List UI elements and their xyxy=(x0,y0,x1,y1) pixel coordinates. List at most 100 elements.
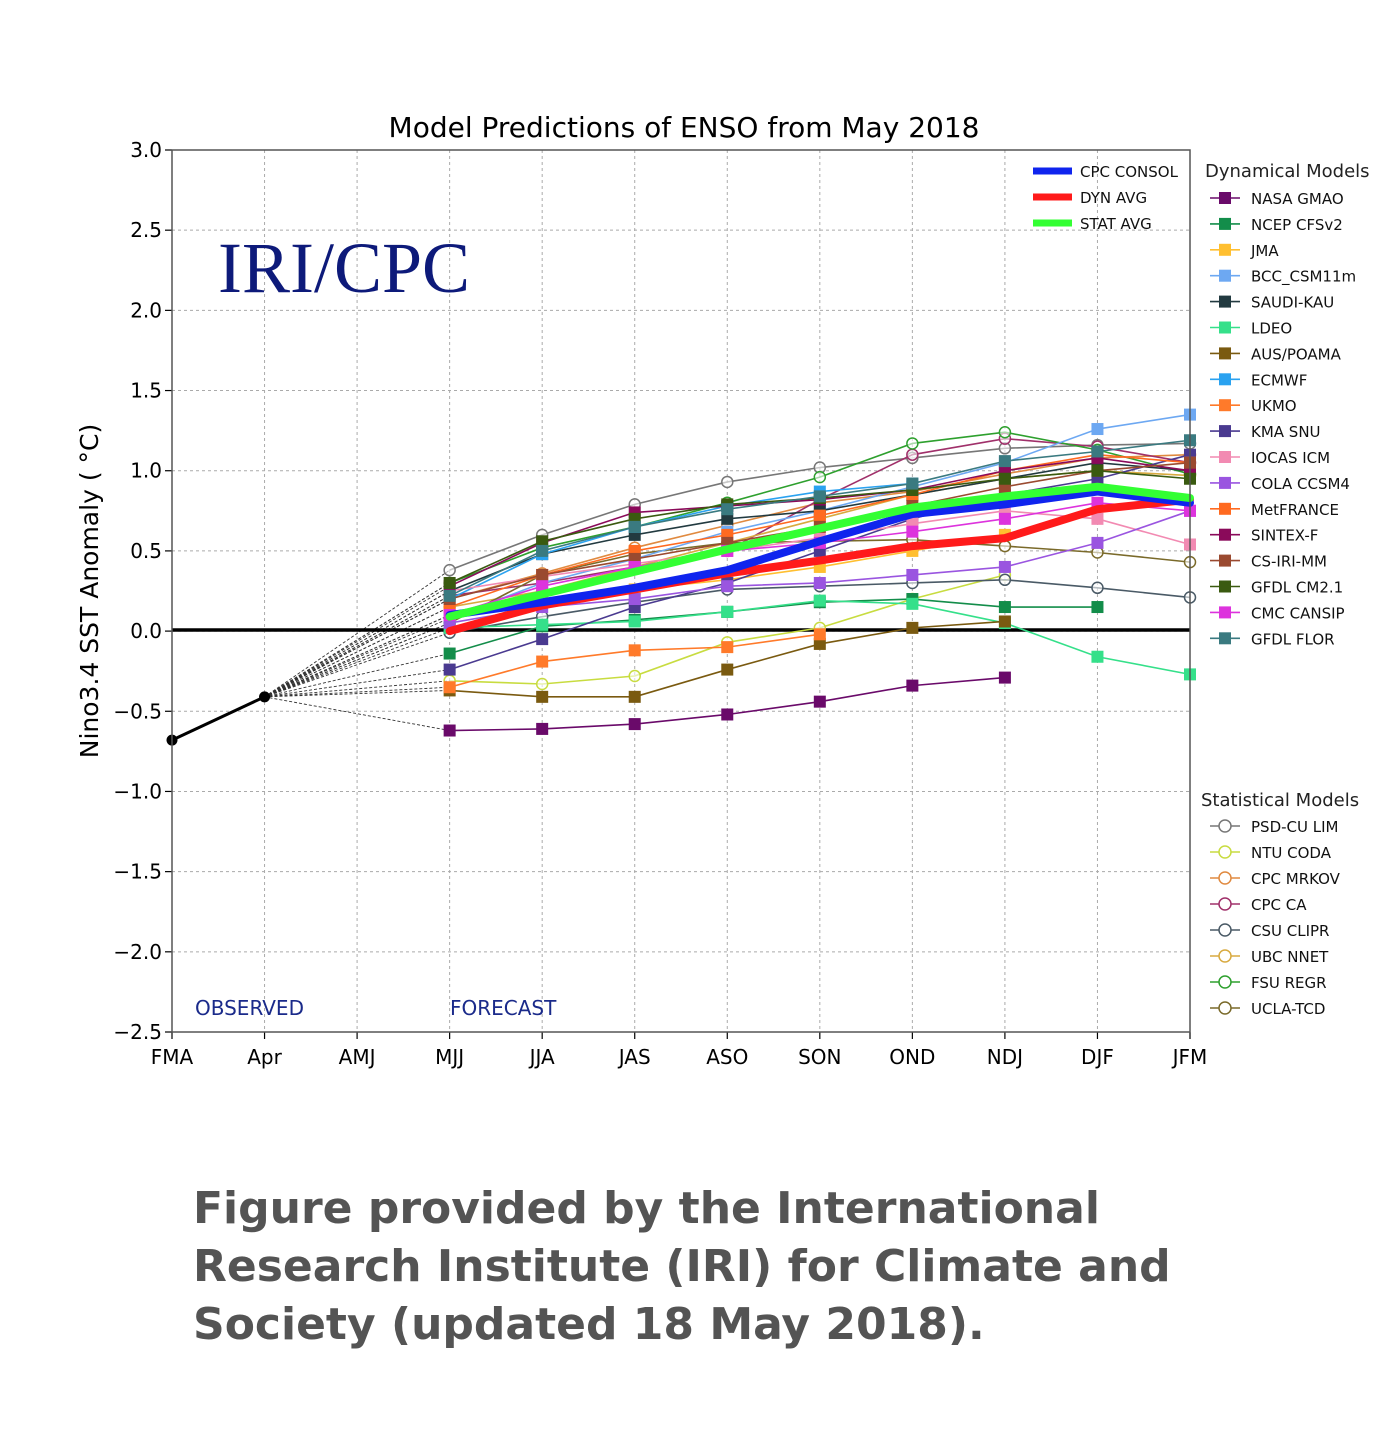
x-tick-label: JFM xyxy=(1171,1045,1208,1069)
point-ukmo xyxy=(813,628,826,641)
connector-sintex-f xyxy=(264,585,450,698)
legend-label-gfdl-flor: GFDL FLOR xyxy=(1251,630,1335,648)
forecast-label: FORECAST xyxy=(450,996,557,1020)
point-gfdl-cm2-1 xyxy=(443,576,456,589)
y-tick-label: 3.0 xyxy=(130,138,162,162)
point-cola-ccsm4 xyxy=(906,568,919,581)
point-nasa-gmao xyxy=(628,718,641,731)
legend-marker-sintex-f xyxy=(1219,528,1231,541)
legend-marker-kma-snu xyxy=(1219,425,1231,438)
legend-label-ntu-coda: NTU CODA xyxy=(1251,844,1332,862)
y-tick-label: 0.5 xyxy=(130,539,162,563)
y-tick-label: 1.0 xyxy=(130,459,162,483)
x-tick-label: JJA xyxy=(528,1045,555,1069)
connector-psd-cu-lim xyxy=(264,569,450,698)
y-tick-label: −2.0 xyxy=(113,940,162,964)
point-ntu-coda xyxy=(535,677,549,691)
point-psd-cu-lim xyxy=(721,475,734,489)
point-gfdl-cm2-1 xyxy=(1091,464,1104,477)
legend-label-cmc-cansip: CMC CANSIP xyxy=(1251,604,1345,622)
legend-label-nasa-gmao: NASA GMAO xyxy=(1251,190,1344,208)
legend-marker-ubc-nnet xyxy=(1218,949,1232,963)
legend-marker-bcc-csm11m xyxy=(1219,269,1231,282)
point-aus-poama xyxy=(628,690,641,703)
legend-label-cs-iri-mm: CS-IRI-MM xyxy=(1251,553,1327,571)
point-fsu-regr xyxy=(906,437,919,450)
x-tick-label: SON xyxy=(798,1045,841,1069)
legend-label-ldeo: LDEO xyxy=(1251,320,1292,338)
figure-caption: Figure provided by the International Res… xyxy=(193,1183,1171,1350)
legend-marker-cpc-ca xyxy=(1218,897,1232,911)
x-tick-label: FMA xyxy=(151,1045,194,1069)
legend-label-bcc-csm11m: BCC_CSM11m xyxy=(1251,268,1356,287)
point-cola-ccsm4 xyxy=(628,593,641,606)
point-ncep-cfsv2 xyxy=(443,647,456,660)
point-csu-clipr xyxy=(1091,581,1104,595)
y-tick-label: 1.5 xyxy=(130,379,162,403)
legend-label-ucla-tcd: UCLA-TCD xyxy=(1251,1000,1325,1018)
point-gfdl-flor xyxy=(536,544,549,557)
consensus-series xyxy=(445,482,1194,636)
legend-label-metfrance: MetFRANCE xyxy=(1251,501,1339,519)
axis-ticks: FMA Apr AMJ MJJ JJA JAS ASO SON OND NDJ DJF JFM 3.0 2… xyxy=(113,138,1207,1069)
point-cmc-cansip xyxy=(998,512,1011,525)
legend-label-jma: JMA xyxy=(1250,242,1279,260)
connector-ubc-nnet xyxy=(264,606,450,698)
connector-ldeo xyxy=(264,627,450,698)
legend-marker-ncep-cfsv2 xyxy=(1219,217,1231,230)
point-iocas-icm xyxy=(1091,512,1104,525)
point-ukmo xyxy=(721,641,734,654)
y-tick-label: 2.5 xyxy=(130,218,162,242)
legend-label-stat-avg: STAT AVG xyxy=(1080,215,1152,233)
point-nasa-gmao xyxy=(998,671,1011,684)
legend-label-ecmwf: ECMWF xyxy=(1251,371,1307,389)
point-cola-ccsm4 xyxy=(813,576,826,589)
legend-label-ncep-cfsv2: NCEP CFSv2 xyxy=(1251,216,1343,234)
point-metfrance xyxy=(813,509,826,522)
point-gfdl-flor xyxy=(721,503,734,516)
point-nasa-gmao xyxy=(536,722,549,735)
point-ldeo xyxy=(813,594,826,607)
legend-label-iocas-icm: IOCAS ICM xyxy=(1251,449,1330,467)
legend-marker-gfdl-flor xyxy=(1219,632,1231,645)
watermark-logo: IRI/CPC xyxy=(218,228,470,308)
point-nasa-gmao xyxy=(906,679,919,692)
point-gfdl-flor xyxy=(906,477,919,490)
plot-background xyxy=(172,150,1190,1032)
y-tick-label: −1.5 xyxy=(113,860,162,884)
series-line-ecmwf xyxy=(449,482,913,600)
legend-label-cpc-consol: CPC CONSOL xyxy=(1080,163,1179,181)
legend-marker-nasa-gmao xyxy=(1219,192,1231,204)
legend-marker-saudi-kau xyxy=(1219,295,1231,308)
point-gfdl-flor xyxy=(998,455,1011,468)
point-csu-clipr xyxy=(998,573,1012,587)
point-saudi-kau xyxy=(721,512,734,525)
point-aus-poama xyxy=(998,615,1011,628)
consensus-line-stat-avg xyxy=(445,482,1194,621)
point-gfdl-cm2-1 xyxy=(536,535,549,548)
point-cola-ccsm4 xyxy=(998,560,1011,573)
point-fsu-regr xyxy=(998,425,1012,439)
series-cola-ccsm4 xyxy=(443,504,1196,630)
point-ldeo xyxy=(1091,650,1104,663)
legend-marker-ucla-tcd xyxy=(1218,1001,1232,1015)
point-ncep-cfsv2 xyxy=(998,601,1011,614)
point-gfdl-flor xyxy=(628,520,641,533)
x-tick-label: NDJ xyxy=(987,1045,1023,1069)
x-tick-label: ASO xyxy=(706,1045,748,1069)
legend-dynamical-title: Dynamical Models xyxy=(1205,161,1370,182)
x-tick-label: Apr xyxy=(247,1045,282,1069)
legend-label-cpc-ca: CPC CA xyxy=(1251,896,1307,914)
connector-fsu-regr xyxy=(264,582,450,698)
y-tick-label: −2.5 xyxy=(113,1020,162,1044)
point-aus-poama xyxy=(721,663,734,676)
legend-statistical-title: Statistical Models xyxy=(1201,790,1359,811)
point-aus-poama xyxy=(906,621,919,634)
consensus-line-cpc-consol xyxy=(445,487,1194,620)
legend-marker-csu-clipr xyxy=(1218,923,1232,937)
connector-cmc-cansip xyxy=(264,614,450,698)
series-ukmo xyxy=(443,628,826,694)
x-tick-label: MJJ xyxy=(435,1045,464,1069)
point-nasa-gmao xyxy=(443,724,456,737)
